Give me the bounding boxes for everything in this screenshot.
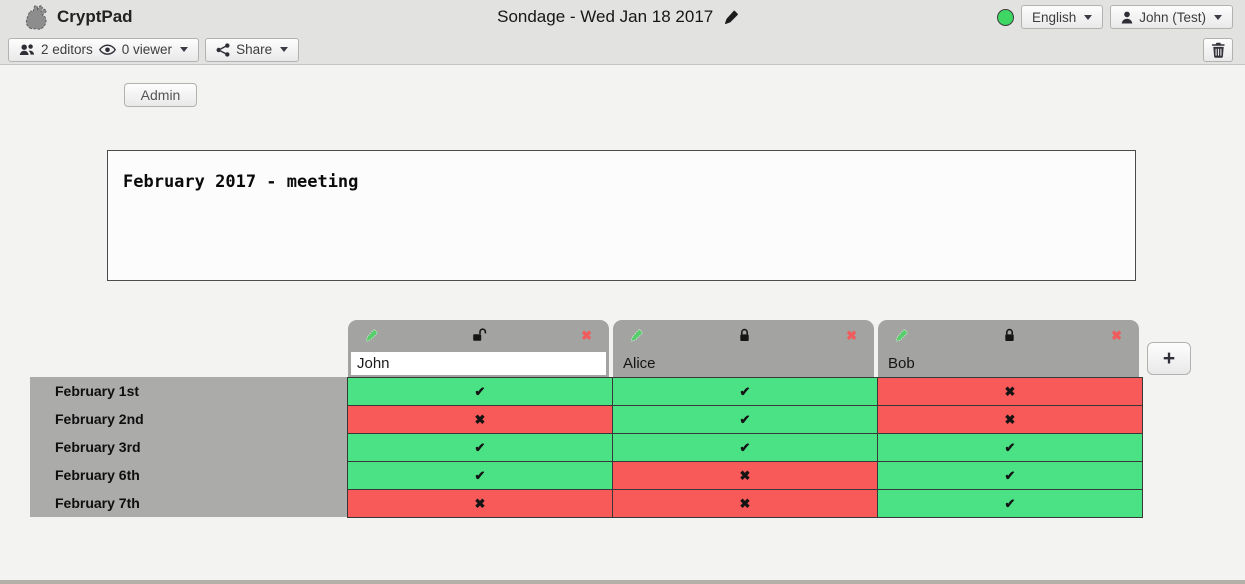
- chevron-down-icon: [280, 47, 289, 52]
- poll-row-label: February 1st: [55, 383, 140, 399]
- document-title[interactable]: Sondage - Wed Jan 18 2017: [497, 7, 714, 26]
- trash-icon: [1211, 42, 1224, 58]
- editors-users-icon: [19, 44, 35, 55]
- toolbar: CryptPad Sondage - Wed Jan 18 2017 Engli…: [0, 0, 1245, 65]
- vote-cell-3-2[interactable]: ✔: [878, 462, 1143, 490]
- chevron-down-icon: [180, 47, 189, 52]
- vote-cell-1-2[interactable]: ✖: [878, 406, 1143, 434]
- vote-cell-4-1[interactable]: ✖: [613, 490, 878, 518]
- delete-column-icon[interactable]: ✖: [846, 327, 857, 343]
- vote-cell-0-1[interactable]: ✔: [613, 378, 878, 406]
- poll-row-labels: February 1st February 2nd February 3rd Febr…: [30, 377, 347, 517]
- toolbar-top-row: CryptPad Sondage - Wed Jan 18 2017 Engli…: [0, 0, 1245, 34]
- chevron-down-icon: [1214, 14, 1222, 20]
- bottom-window-edge: [0, 580, 1245, 584]
- unlock-icon[interactable]: [472, 328, 488, 342]
- online-status-indicator: [996, 8, 1014, 26]
- vote-cell-2-2[interactable]: ✔: [878, 434, 1143, 462]
- vote-cell-2-0[interactable]: ✔: [348, 434, 613, 462]
- share-label: Share: [236, 42, 273, 57]
- delete-column-icon[interactable]: ✖: [581, 327, 592, 343]
- column-name-bob: Bob: [888, 355, 915, 372]
- lock-icon[interactable]: [738, 328, 751, 342]
- cryptpad-fist-logo: [25, 5, 47, 30]
- column-header-controls: ✖: [348, 320, 609, 350]
- vote-cell-4-2[interactable]: ✔: [878, 490, 1143, 518]
- delete-column-icon[interactable]: ✖: [1111, 327, 1122, 343]
- language-dropdown[interactable]: English: [1020, 5, 1104, 29]
- poll-column-header-alice: ✖ Alice: [613, 320, 874, 377]
- share-icon: [216, 42, 230, 57]
- poll-grid: ✔ ✔ ✖ ✖ ✔ ✖ ✔ ✔ ✔ ✔ ✖ ✔ ✖ ✖ ✔: [347, 377, 1143, 518]
- add-column-button[interactable]: +: [1147, 342, 1191, 375]
- trash-button[interactable]: [1203, 37, 1233, 62]
- document-title-wrap: Sondage - Wed Jan 18 2017: [497, 0, 738, 34]
- vote-cell-0-0[interactable]: ✔: [348, 378, 613, 406]
- vote-cell-1-1[interactable]: ✔: [613, 406, 878, 434]
- column-name-input-john[interactable]: [351, 352, 606, 375]
- poll-row-label: February 6th: [55, 467, 140, 483]
- poll-column-header-bob: ✖ Bob: [878, 320, 1139, 377]
- column-name-cell: Alice: [613, 350, 874, 377]
- vote-cell-4-0[interactable]: ✖: [348, 490, 613, 518]
- vote-cell-1-0[interactable]: ✖: [348, 406, 613, 434]
- column-header-controls: ✖: [878, 320, 1139, 350]
- poll-column-header-john: ✖: [348, 320, 609, 377]
- vote-cell-0-2[interactable]: ✖: [878, 378, 1143, 406]
- edit-column-pencil-icon[interactable]: [895, 328, 908, 342]
- admin-button[interactable]: Admin: [124, 83, 197, 107]
- poll-row-label: February 3rd: [55, 439, 141, 455]
- editors-viewers-dropdown[interactable]: 2 editors 0 viewer: [8, 37, 200, 62]
- edit-title-pencil-icon[interactable]: [723, 10, 738, 25]
- share-button[interactable]: Share: [205, 37, 300, 62]
- edit-column-pencil-icon[interactable]: [630, 328, 643, 342]
- toolbar-right-group: English John (Test): [996, 5, 1237, 29]
- editors-count-label: 2 editors: [41, 42, 93, 57]
- poll-description-textarea[interactable]: February 2017 - meeting: [107, 150, 1136, 281]
- chevron-down-icon: [1084, 14, 1093, 20]
- column-name-cell: Bob: [878, 350, 1139, 377]
- toolbar-bottom-row: 2 editors 0 viewer Share: [0, 34, 1245, 65]
- column-name-alice: Alice: [623, 355, 656, 372]
- user-icon: [1121, 11, 1133, 23]
- vote-cell-2-1[interactable]: ✔: [613, 434, 878, 462]
- column-header-controls: ✖: [613, 320, 874, 350]
- vote-cell-3-0[interactable]: ✔: [348, 462, 613, 490]
- column-name-cell: [348, 350, 609, 377]
- app-name: CryptPad: [57, 7, 133, 26]
- language-label: English: [1031, 9, 1077, 25]
- poll-row-label: February 7th: [55, 495, 140, 511]
- viewers-count-label: 0 viewer: [121, 42, 173, 57]
- lock-icon[interactable]: [1003, 328, 1016, 342]
- viewers-eye-icon: [98, 43, 116, 55]
- user-name-label: John (Test): [1139, 9, 1206, 25]
- poll-row-label: February 2nd: [55, 411, 144, 427]
- vote-cell-3-1[interactable]: ✖: [613, 462, 878, 490]
- toolbar-left-group: 2 editors 0 viewer Share: [8, 37, 300, 62]
- user-menu-dropdown[interactable]: John (Test): [1110, 5, 1233, 29]
- cryptpad-brand[interactable]: CryptPad: [8, 4, 133, 30]
- edit-column-pencil-icon[interactable]: [365, 328, 378, 342]
